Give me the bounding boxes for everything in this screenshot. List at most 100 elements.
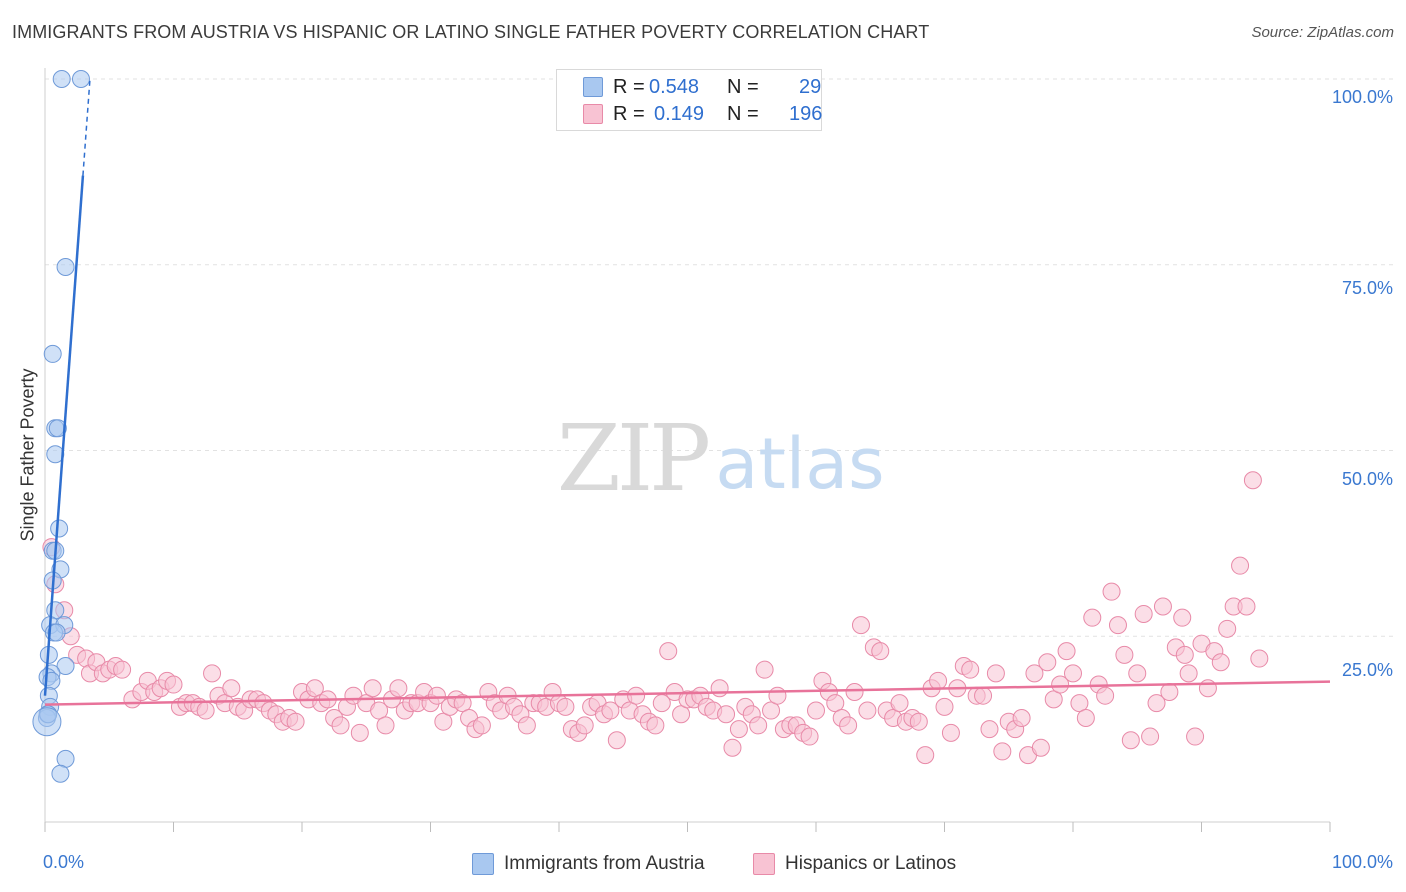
data-point <box>1141 727 1160 746</box>
data-point <box>1211 653 1230 672</box>
data-point <box>56 257 75 276</box>
data-point <box>1044 690 1063 709</box>
y-axis-label: Single Father Poverty <box>17 368 38 542</box>
data-point <box>627 686 646 705</box>
data-point <box>1102 582 1121 601</box>
data-point <box>1237 597 1256 616</box>
legend-label: Hispanics or Latinos <box>785 853 957 874</box>
y-tick-label: 25.0% <box>1341 660 1393 680</box>
data-point <box>427 686 446 705</box>
data-point <box>1243 471 1262 490</box>
data-point <box>1012 708 1031 727</box>
data-point <box>1064 664 1082 683</box>
data-point <box>1108 616 1127 635</box>
trend-line-austria-extrapolated <box>82 78 91 176</box>
data-point <box>556 697 575 716</box>
data-point <box>56 656 75 675</box>
legend-r-label: R = <box>613 76 645 98</box>
data-point <box>961 660 980 679</box>
data-point <box>646 716 665 735</box>
data-point <box>196 701 215 720</box>
data-point <box>826 694 845 713</box>
data-point <box>305 679 324 698</box>
data-point <box>1096 686 1115 705</box>
data-point <box>1218 619 1237 638</box>
data-point <box>845 682 864 701</box>
data-point <box>286 712 305 731</box>
data-point <box>800 727 819 746</box>
data-point <box>203 664 222 683</box>
data-point <box>659 642 678 661</box>
data-point <box>909 712 928 731</box>
data-point <box>729 720 748 739</box>
data-point <box>1128 664 1147 683</box>
data-point <box>871 642 890 661</box>
data-point <box>43 344 62 363</box>
data-point <box>376 716 395 735</box>
legend-swatch <box>583 77 603 97</box>
data-point <box>607 731 626 750</box>
data-point <box>47 623 66 642</box>
legend-n-value: 29 <box>799 76 822 98</box>
data-point <box>1057 642 1076 661</box>
legend-r-value: 0.149 <box>654 103 705 125</box>
data-point <box>1025 664 1044 683</box>
watermark-zip: ZIP <box>557 405 708 512</box>
data-point <box>717 705 736 724</box>
data-point <box>890 694 909 713</box>
data-point <box>762 701 781 720</box>
data-point <box>1051 675 1070 694</box>
data-point <box>1250 649 1269 668</box>
data-point <box>48 419 67 438</box>
series-hispanics-points <box>42 471 1269 765</box>
data-point <box>331 716 350 735</box>
data-point <box>980 720 999 739</box>
data-point <box>1038 653 1057 672</box>
data-point <box>1070 694 1089 713</box>
data-point <box>851 616 870 635</box>
data-point <box>1179 664 1198 683</box>
data-point <box>974 686 993 705</box>
data-point <box>363 679 382 698</box>
gridlines <box>45 78 1393 637</box>
stats-legend: R = 0.548 N = 29 R = 0.149 N = 196 <box>556 69 822 131</box>
data-point <box>601 701 620 720</box>
data-point <box>1031 738 1050 757</box>
data-point <box>1147 694 1166 713</box>
trend-lines <box>43 78 1331 706</box>
data-point <box>929 671 948 690</box>
data-point <box>350 723 369 742</box>
legend-r-label: R = <box>613 103 645 125</box>
chart-title: IMMIGRANTS FROM AUSTRIA VS HISPANIC OR L… <box>12 22 930 42</box>
data-point <box>1160 682 1179 701</box>
data-point <box>993 742 1012 761</box>
data-point <box>755 660 774 679</box>
data-point <box>222 679 241 698</box>
data-point <box>1153 597 1172 616</box>
data-point <box>51 764 70 783</box>
y-tick-label: 100.0% <box>1331 87 1393 107</box>
legend-n-label: N = <box>727 76 759 98</box>
data-point <box>389 679 408 698</box>
data-point <box>807 701 825 720</box>
data-point <box>858 701 877 720</box>
data-point <box>839 716 858 735</box>
x-tick-label: 100.0% <box>1331 852 1393 872</box>
data-point-cluster <box>32 707 62 737</box>
data-point <box>434 712 453 731</box>
data-point <box>517 716 536 735</box>
data-point <box>1175 645 1194 664</box>
trend-line-austria <box>43 175 85 696</box>
watermark-atlas: atlas <box>715 423 884 505</box>
legend-n-label: N = <box>727 103 759 125</box>
legend-swatch <box>583 104 603 124</box>
data-point <box>1186 727 1205 746</box>
data-point <box>472 716 491 735</box>
data-point <box>1134 604 1153 623</box>
legend-r-value: 0.548 <box>649 76 700 98</box>
data-point <box>941 723 960 742</box>
data-point <box>986 664 1005 683</box>
series-austria-points <box>32 70 90 783</box>
data-point <box>916 746 935 765</box>
